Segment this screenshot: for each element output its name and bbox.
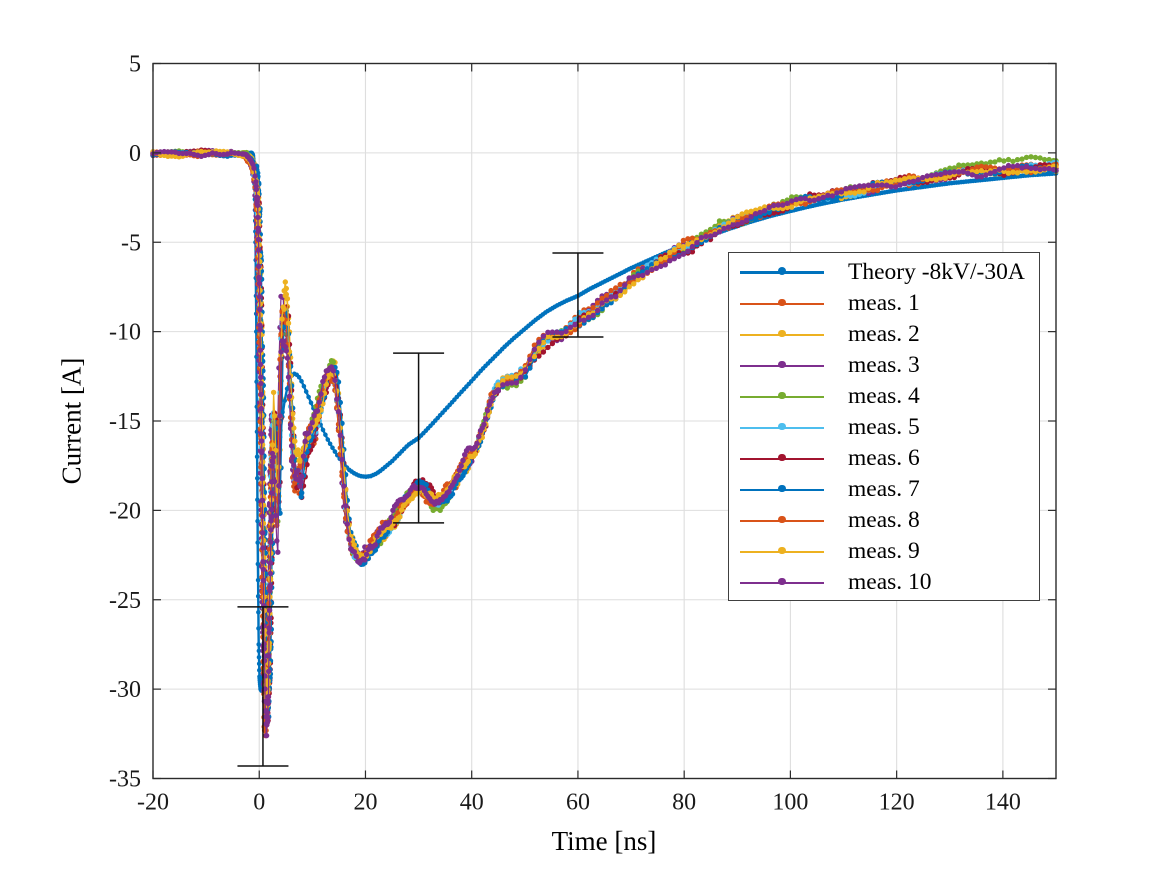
legend-label: meas. 7	[848, 476, 920, 502]
legend-entry-meas-5: meas. 5	[729, 412, 1039, 443]
legend-label: meas. 4	[848, 383, 920, 409]
y-tick-label: -25	[109, 588, 141, 614]
y-tick-label: -20	[109, 498, 141, 524]
x-tick-label: 140	[985, 790, 1021, 816]
legend-label: meas. 8	[848, 507, 920, 533]
legend-entry-meas-2: meas. 2	[729, 319, 1039, 350]
y-tick-label: -15	[109, 409, 141, 435]
legend-marker-dot	[778, 577, 786, 586]
legend-line-sample	[740, 546, 824, 555]
legend-label: meas. 3	[848, 352, 920, 378]
x-tick-label: 80	[672, 790, 696, 816]
x-axis-label: Time [ns]	[551, 826, 657, 856]
legend-entry-meas-8: meas. 8	[729, 505, 1039, 536]
legend-label: meas. 2	[848, 321, 920, 347]
legend-marker-dot	[778, 298, 786, 307]
x-tick-label: 100	[772, 790, 808, 816]
legend-line-sample	[740, 266, 824, 276]
x-tick-label: 0	[253, 790, 265, 816]
legend-entry-theory: Theory -8kV/-30A	[729, 257, 1039, 288]
legend-entry-meas-10: meas. 10	[729, 567, 1039, 598]
legend-entry-meas-6: meas. 6	[729, 443, 1039, 474]
x-tick-labels: -20 0 20 40 60 80 100 120 140	[137, 790, 1021, 816]
legend-label: meas. 1	[848, 290, 920, 316]
legend-label: Theory -8kV/-30A	[848, 259, 1025, 285]
legend-label: meas. 10	[848, 569, 932, 595]
legend-entry-meas-3: meas. 3	[729, 350, 1039, 381]
y-axis-label: Current [A]	[56, 357, 87, 485]
y-tick-label: -35	[109, 767, 141, 793]
y-tick-label: 0	[129, 141, 141, 167]
y-tick-label: -5	[121, 230, 141, 256]
legend-marker-dot	[778, 484, 786, 493]
error-bars	[237, 252, 604, 767]
data-series	[150, 147, 1059, 739]
legend-entry-meas-1: meas. 1	[729, 288, 1039, 319]
legend-marker-dot	[778, 546, 786, 555]
legend-marker-dot	[777, 266, 786, 276]
x-tick-label: 120	[879, 790, 915, 816]
y-tick-label: -30	[109, 677, 141, 703]
axes-box	[152, 62, 1057, 780]
legend-marker-dot	[778, 360, 786, 369]
legend-marker-dot	[778, 422, 786, 431]
legend-line-sample	[740, 391, 824, 400]
legend: Theory -8kV/-30A meas. 1 meas. 2 meas. 3…	[728, 252, 1040, 601]
legend-marker-dot	[778, 453, 786, 462]
legend-line-sample	[740, 298, 824, 307]
legend-line-sample	[740, 329, 824, 338]
x-tick-label: 40	[460, 790, 484, 816]
legend-marker-dot	[778, 329, 786, 338]
legend-line-sample	[740, 577, 824, 586]
legend-line-sample	[740, 484, 824, 493]
legend-label: meas. 5	[848, 414, 920, 440]
y-tick-labels: 5 0 -5 -10 -15 -20 -25 -30 -35	[109, 52, 141, 793]
legend-label: meas. 6	[848, 445, 920, 471]
legend-entry-meas-9: meas. 9	[729, 536, 1039, 567]
y-tick-label: -10	[109, 320, 141, 346]
legend-marker-dot	[778, 515, 786, 524]
legend-line-sample	[740, 422, 824, 431]
legend-line-sample	[740, 360, 824, 369]
x-tick-label: -20	[137, 790, 169, 816]
legend-marker-dot	[778, 391, 786, 400]
y-tick-label: 5	[129, 52, 141, 78]
legend-line-sample	[740, 453, 824, 462]
legend-entry-meas-4: meas. 4	[729, 381, 1039, 412]
legend-label: meas. 9	[848, 538, 920, 564]
x-tick-label: 20	[353, 790, 377, 816]
legend-line-sample	[740, 515, 824, 524]
legend-entry-meas-7: meas. 7	[729, 474, 1039, 505]
x-tick-label: 60	[566, 790, 590, 816]
